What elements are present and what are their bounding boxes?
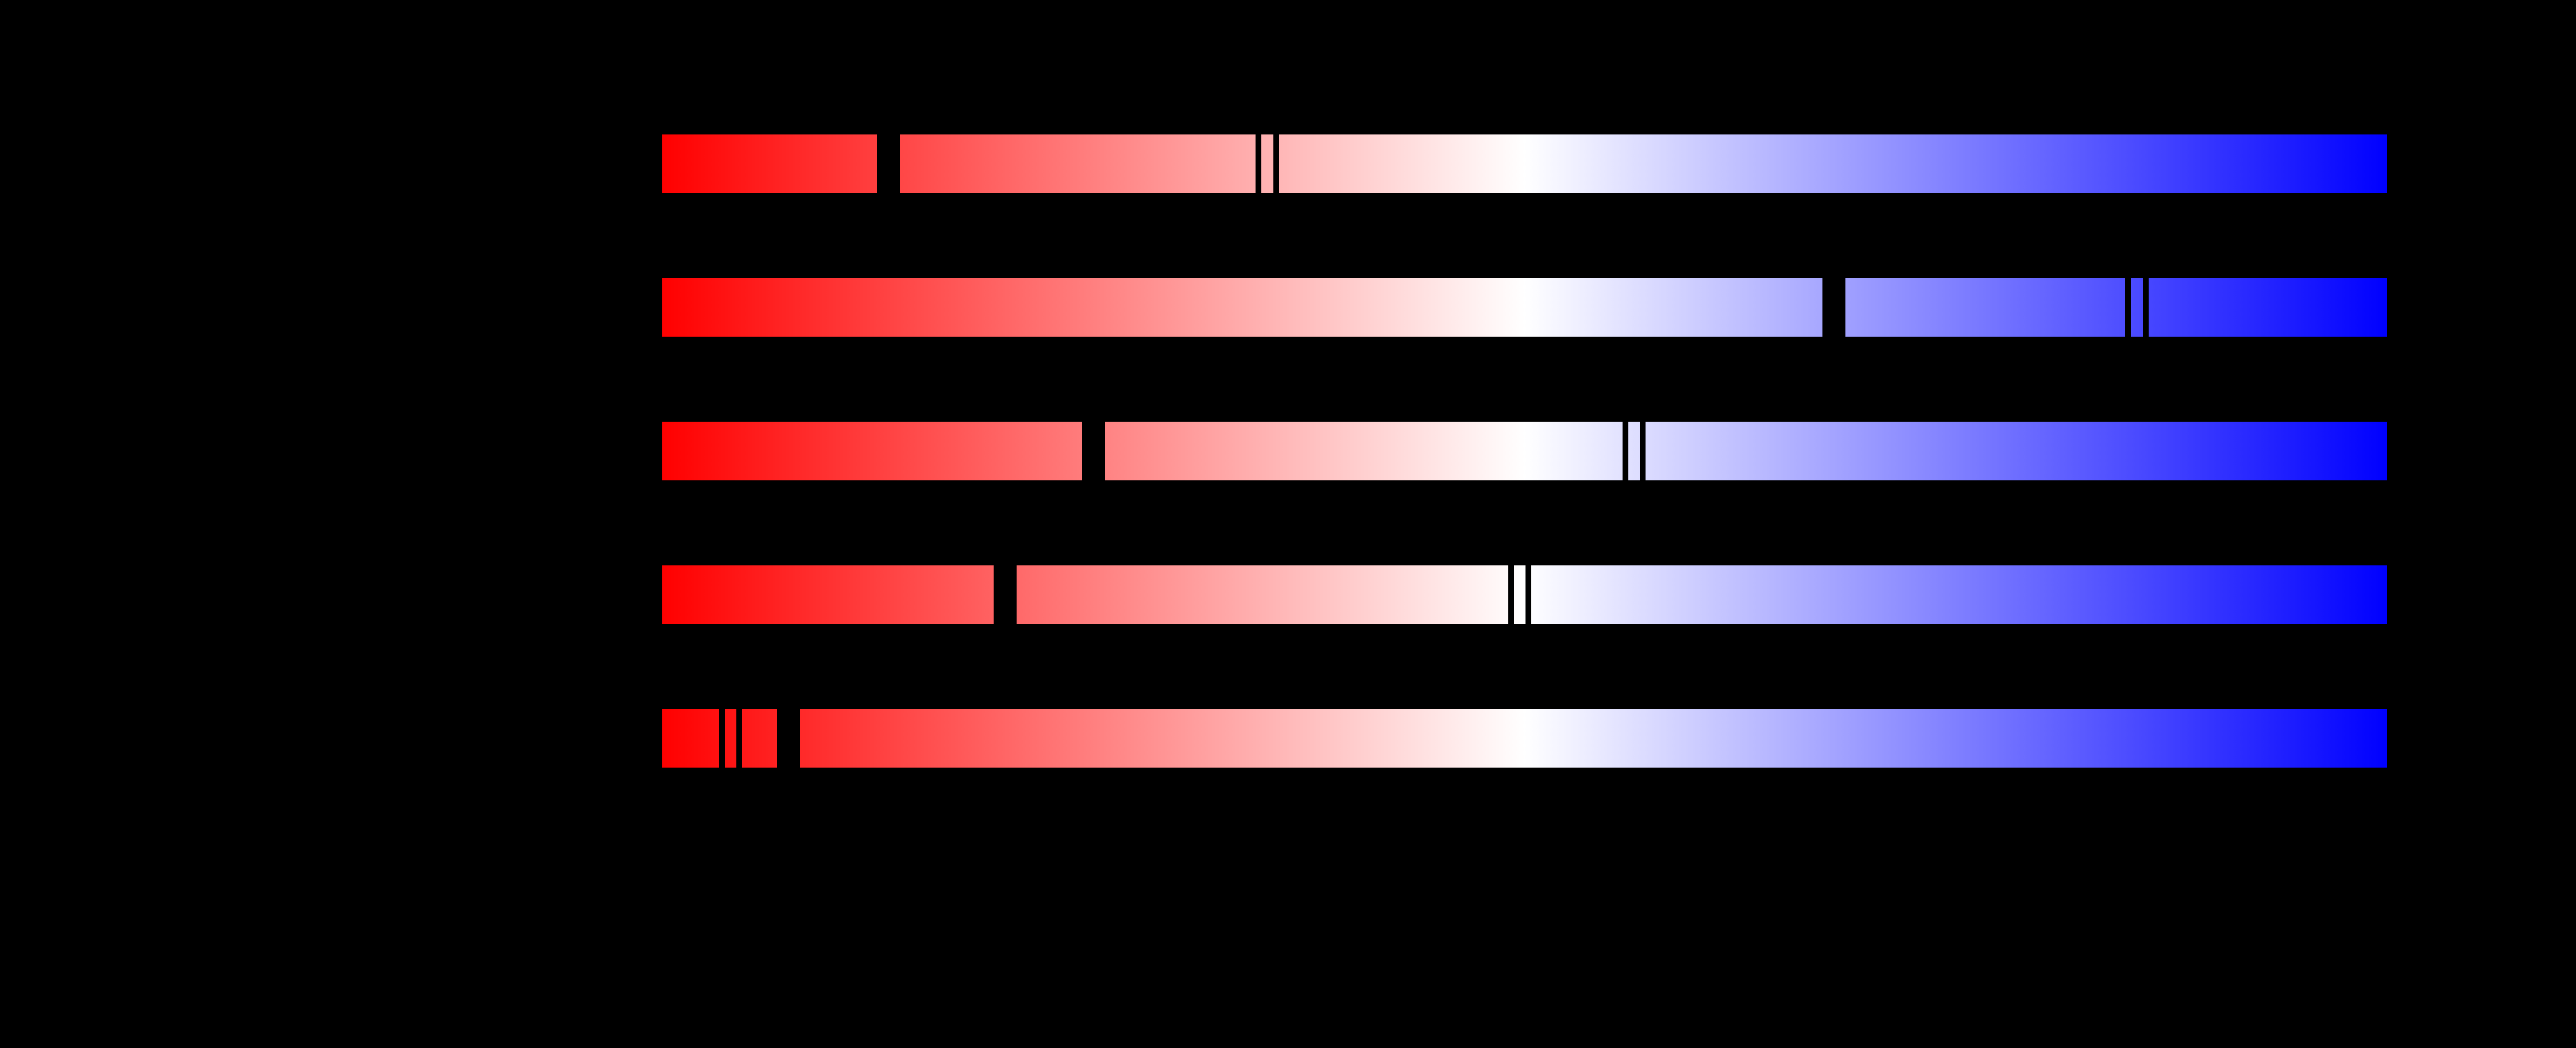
gradient-bar-row-3 [662, 422, 2387, 480]
thin-marker-line [719, 709, 725, 768]
gradient-bar-row-1 [662, 134, 2387, 193]
thick-marker-line [1822, 278, 1845, 337]
thick-marker-line [1082, 422, 1105, 480]
thick-marker-line [877, 134, 900, 193]
thin-marker-line [1256, 134, 1261, 193]
thin-marker-line [1525, 565, 1531, 624]
thin-marker-line [2143, 278, 2149, 337]
thin-marker-line [1640, 422, 1646, 480]
gradient-bar-row-2 [662, 278, 2387, 337]
thin-marker-line [1508, 565, 1514, 624]
gradient-bar-row-4 [662, 565, 2387, 624]
gradient-bar-row-5 [662, 709, 2387, 768]
thick-marker-line [777, 709, 800, 768]
thin-marker-line [2125, 278, 2131, 337]
thin-marker-line [1273, 134, 1279, 193]
thick-marker-line [994, 565, 1017, 624]
thin-marker-line [1623, 422, 1628, 480]
thin-marker-line [736, 709, 742, 768]
